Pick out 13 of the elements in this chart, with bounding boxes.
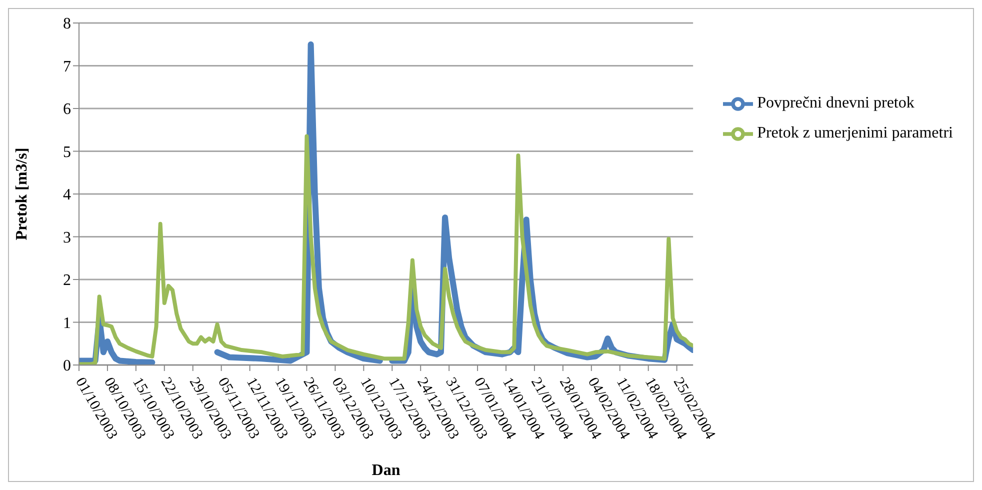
y-tick-label: 4 xyxy=(63,186,71,204)
y-tick-label: 2 xyxy=(63,272,71,290)
y-tick-label: 3 xyxy=(63,229,71,246)
y-tick-label: 1 xyxy=(63,314,71,332)
legend-label: Pretok z umerjenimi parametri xyxy=(757,124,953,142)
y-tick-label: 6 xyxy=(63,101,71,118)
y-tick-label: 5 xyxy=(63,144,71,161)
y-tick-label: 8 xyxy=(63,16,71,33)
x-axis-title: Dan xyxy=(372,462,400,479)
y-tick-label: 7 xyxy=(63,58,71,76)
legend-label: Povprečni dnevni pretok xyxy=(757,94,914,112)
y-tick-label: 0 xyxy=(63,358,71,375)
y-axis-title: Pretok [m3/s] xyxy=(14,148,31,240)
